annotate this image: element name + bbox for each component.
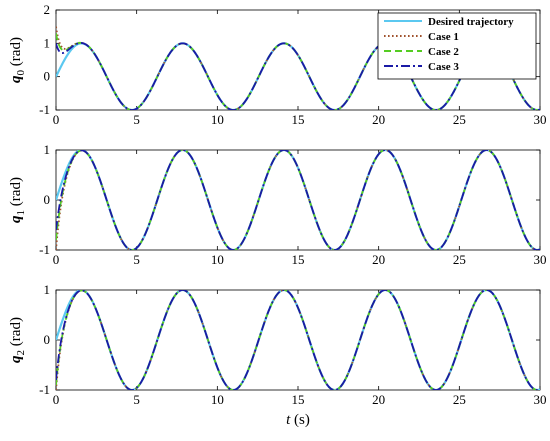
plot-frame-1 [55, 149, 541, 251]
series-line-desired-trajectory [56, 150, 540, 250]
x-tick-label: 0 [53, 112, 60, 127]
x-tick-label: 20 [372, 392, 385, 407]
y-tick-label: 0 [44, 192, 51, 207]
series-group-1 [56, 150, 540, 250]
series-group-2 [56, 290, 540, 390]
x-tick-label: 15 [292, 392, 305, 407]
y-axis-var: q [8, 355, 24, 363]
y-axis-unit: (rad) [8, 177, 24, 210]
x-axis-unit: (s) [290, 412, 310, 428]
x-tick-label: 30 [534, 112, 547, 127]
x-tick-label: 15 [292, 112, 305, 127]
x-tick-label: 30 [534, 252, 547, 267]
y-tick-label: 1 [44, 142, 51, 157]
x-tick-label: 15 [292, 252, 305, 267]
y-axis-unit: (rad) [8, 317, 24, 350]
y-axis-unit: (rad) [8, 37, 24, 70]
y-tick-label: 0 [44, 69, 51, 84]
y-axis-label: q2 (rad) [8, 317, 27, 363]
x-tick-label: 25 [453, 252, 466, 267]
y-tick-label: -1 [39, 102, 50, 117]
y-axis-subscript: 2 [15, 350, 27, 356]
legend-label: Case 3 [428, 61, 459, 73]
plot-frame-2 [55, 289, 541, 391]
y-axis-subscript: 1 [15, 210, 27, 216]
x-tick-label: 10 [211, 392, 224, 407]
x-tick-label: 5 [133, 252, 140, 267]
legend-label: Case 2 [428, 46, 459, 58]
x-tick-label: 5 [133, 112, 140, 127]
x-tick-label: 5 [133, 392, 140, 407]
x-tick-label: 30 [534, 392, 547, 407]
series-line-case-2 [56, 150, 540, 250]
series-line-case-2 [56, 290, 540, 390]
x-axis-label: t (s) [286, 412, 310, 428]
y-axis-var: q [8, 75, 24, 83]
legend-label: Case 1 [428, 31, 459, 43]
series-line-case-3 [56, 42, 540, 110]
legend: Desired trajectory Case 1 Case 2 Case 3 [377, 12, 537, 80]
series-line-case-1 [56, 150, 540, 250]
y-tick-label: -1 [39, 382, 50, 397]
x-tick-label: 0 [53, 392, 60, 407]
y-tick-label: -1 [39, 242, 50, 257]
series-line-case-3 [56, 150, 540, 250]
y-axis-var: q [8, 215, 24, 223]
y-tick-label: 0 [44, 332, 51, 347]
legend-box [377, 12, 537, 80]
x-tick-label: 0 [53, 252, 60, 267]
legend-label: Desired trajectory [428, 16, 514, 28]
y-axis-label: q1 (rad) [8, 177, 27, 223]
series-line-case-1 [56, 290, 540, 390]
x-axis-var: t [286, 412, 291, 428]
y-axis-label: q0 (rad) [8, 37, 27, 83]
series-line-desired-trajectory [56, 290, 540, 390]
x-tick-label: 10 [211, 252, 224, 267]
series-line-case-3 [56, 290, 540, 390]
y-tick-label: 1 [44, 282, 51, 297]
y-tick-label: 2 [44, 2, 51, 17]
y-tick-label: 1 [44, 35, 51, 50]
x-tick-label: 25 [453, 392, 466, 407]
x-tick-label: 10 [211, 112, 224, 127]
x-tick-label: 20 [372, 252, 385, 267]
y-axis-subscript: 0 [15, 69, 27, 75]
x-tick-label: 20 [372, 112, 385, 127]
x-tick-label: 25 [453, 112, 466, 127]
series-group-0 [56, 26, 540, 110]
